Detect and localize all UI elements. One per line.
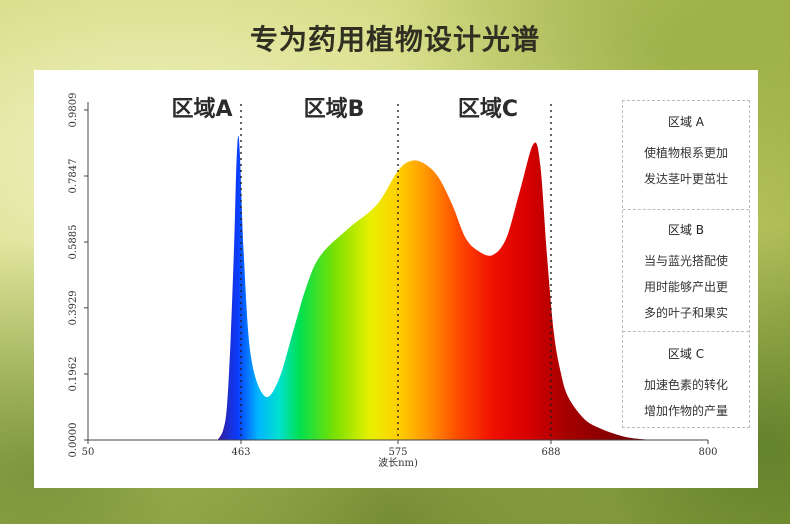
legend-zone-a-line-1: 使植物根系更加 <box>643 146 728 160</box>
page-title: 专为药用植物设计光谱 <box>249 23 540 56</box>
y-tick-label: 0.0000 <box>68 423 79 458</box>
legend-zone-c-line-2: 增加作物的产量 <box>643 404 728 418</box>
y-tick-label: 0.5885 <box>68 225 79 260</box>
legend-zone-b-line-3: 多的叶子和果实 <box>643 306 728 320</box>
legend-zone-b-line-1: 当与蓝光搭配使 <box>643 254 728 268</box>
y-tick-label: 0.1962 <box>68 356 79 391</box>
x-tick-label: 800 <box>698 447 717 458</box>
y-tick-label: 0.3929 <box>68 290 79 325</box>
legend-zone-a: 区域 A 使植物根系更加 发达茎叶更茁壮 <box>623 113 749 192</box>
legend-zone-c-title: 区域 C <box>667 347 705 361</box>
legend-zone-b-line-2: 用时能够产出更 <box>643 280 728 294</box>
y-tick-label: 0.7847 <box>68 159 79 194</box>
legend-zone-c: 区域 C 加速色素的转化 增加作物的产量 <box>623 345 749 424</box>
legend-zone-a-title: 区域 A <box>667 115 705 129</box>
zone-label-a: 区域A <box>171 96 232 122</box>
zone-legend: 区域 A 使植物根系更加 发达茎叶更茁壮 区域 B 当与蓝光搭配使 用时能够产出… <box>622 100 750 428</box>
x-tick-label: 688 <box>541 447 560 458</box>
x-tick-label: 463 <box>231 447 250 458</box>
spectrum-area <box>217 135 652 441</box>
legend-zone-c-line-1: 加速色素的转化 <box>643 378 728 392</box>
y-tick-label: 0.9809 <box>68 93 79 128</box>
x-tick-label: 50 <box>82 447 95 458</box>
legend-zone-a-line-2: 发达茎叶更茁壮 <box>643 172 728 186</box>
legend-divider <box>623 331 749 332</box>
legend-zone-b-title: 区域 B <box>667 223 705 237</box>
legend-zone-b: 区域 B 当与蓝光搭配使 用时能够产出更 多的叶子和果实 <box>623 221 749 326</box>
x-axis-label: 波长nm) <box>378 456 418 469</box>
zone-label-c: 区域C <box>458 96 518 122</box>
x-tick-label: 575 <box>388 447 407 458</box>
spectrum-chart: 0.0000 0.1962 0.3929 0.5885 0.7847 0.9809 50 46… <box>68 93 718 470</box>
chart-panel: 0.0000 0.1962 0.3929 0.5885 0.7847 0.9809 50 46… <box>34 70 758 488</box>
legend-divider <box>623 209 749 210</box>
zone-label-b: 区域B <box>304 96 365 122</box>
